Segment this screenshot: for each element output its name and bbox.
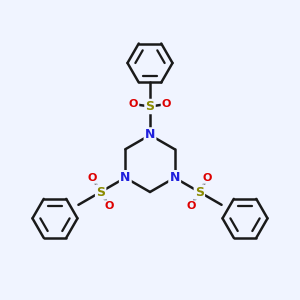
Text: O: O <box>203 173 212 183</box>
Text: O: O <box>162 99 171 109</box>
Text: O: O <box>186 201 196 211</box>
Text: S: S <box>96 185 105 199</box>
Text: S: S <box>195 185 204 199</box>
Text: O: O <box>104 201 114 211</box>
Text: S: S <box>146 100 154 113</box>
Text: N: N <box>145 128 155 142</box>
Text: N: N <box>169 171 180 184</box>
Text: O: O <box>129 99 138 109</box>
Text: O: O <box>88 173 97 183</box>
Text: N: N <box>120 171 130 184</box>
